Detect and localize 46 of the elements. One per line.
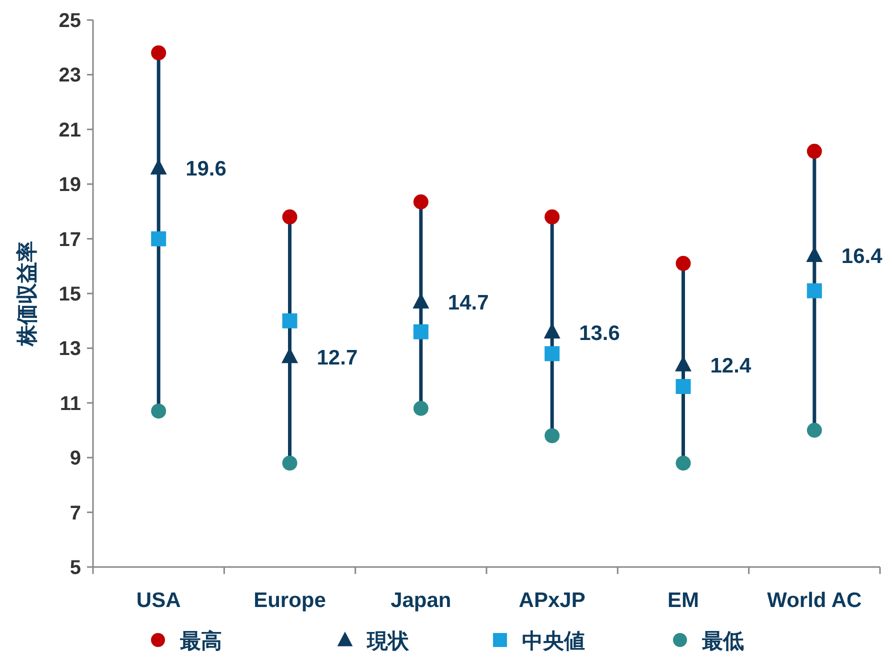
legend-label: 現状 bbox=[366, 630, 410, 653]
point bbox=[544, 428, 560, 444]
y-tick-label: 17 bbox=[58, 228, 81, 251]
point bbox=[282, 209, 298, 224]
point bbox=[676, 256, 691, 271]
legend-label: 最高 bbox=[179, 629, 222, 653]
x-tick-label: Europe bbox=[254, 589, 326, 612]
point bbox=[151, 404, 166, 419]
point bbox=[544, 209, 560, 224]
y-tick-label: 9 bbox=[70, 448, 81, 470]
x-tick-label: USA bbox=[136, 589, 181, 612]
y-tick-label: 25 bbox=[58, 10, 81, 32]
data-label: 13.6 bbox=[579, 322, 620, 345]
data-label: 19.6 bbox=[186, 158, 226, 181]
point bbox=[544, 346, 560, 362]
x-tick-label: APxJP bbox=[518, 589, 586, 612]
y-tick-label: 21 bbox=[58, 119, 81, 142]
point bbox=[413, 194, 428, 210]
y-axis-title: 株価収益率 bbox=[15, 241, 39, 347]
point bbox=[413, 324, 428, 340]
legend-label: 最低 bbox=[701, 630, 744, 653]
x-tick-label: Japan bbox=[390, 589, 452, 612]
y-tick-label: 13 bbox=[58, 338, 81, 360]
data-label: 12.4 bbox=[710, 354, 752, 378]
y-tick-label: 19 bbox=[58, 174, 81, 196]
y-tick-label: 23 bbox=[58, 64, 81, 87]
x-tick-label: World AC bbox=[767, 589, 862, 612]
y-tick-label: 5 bbox=[70, 557, 81, 579]
y-tick-label: 11 bbox=[60, 392, 81, 415]
point bbox=[806, 422, 822, 438]
x-tick-label: EM bbox=[668, 589, 699, 612]
data-label: 14.7 bbox=[448, 292, 489, 315]
y-tick-label: 7 bbox=[70, 502, 81, 524]
point bbox=[676, 456, 691, 471]
point bbox=[806, 283, 822, 298]
point bbox=[282, 313, 298, 328]
point bbox=[282, 456, 298, 471]
point bbox=[413, 400, 428, 416]
legend-label: 中央値 bbox=[522, 630, 585, 653]
data-label: 16.4 bbox=[841, 245, 883, 268]
point bbox=[676, 378, 691, 394]
data-label: 12.7 bbox=[316, 346, 358, 370]
point bbox=[151, 231, 166, 246]
point bbox=[151, 45, 166, 60]
y-tick-label: 15 bbox=[58, 284, 81, 306]
point bbox=[806, 144, 822, 159]
